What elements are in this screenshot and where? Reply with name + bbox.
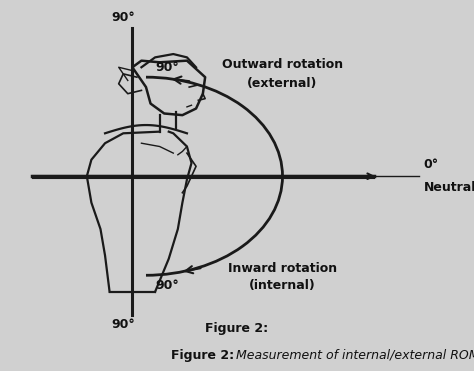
- Text: Measurement of internal/external ROM: Measurement of internal/external ROM: [232, 349, 474, 362]
- Text: 90°: 90°: [155, 61, 179, 74]
- Text: (external): (external): [247, 78, 318, 91]
- Text: 90°: 90°: [111, 318, 135, 331]
- Text: Inward rotation: Inward rotation: [228, 262, 337, 275]
- Text: 90°: 90°: [111, 12, 135, 24]
- Text: Figure 2:: Figure 2:: [205, 322, 269, 335]
- Text: Figure 2:: Figure 2:: [171, 349, 234, 362]
- Text: 0°: 0°: [424, 158, 439, 171]
- Text: Outward rotation: Outward rotation: [222, 58, 343, 70]
- Text: 90°: 90°: [155, 279, 179, 292]
- Text: (internal): (internal): [249, 279, 316, 292]
- Text: Neutral: Neutral: [424, 181, 474, 194]
